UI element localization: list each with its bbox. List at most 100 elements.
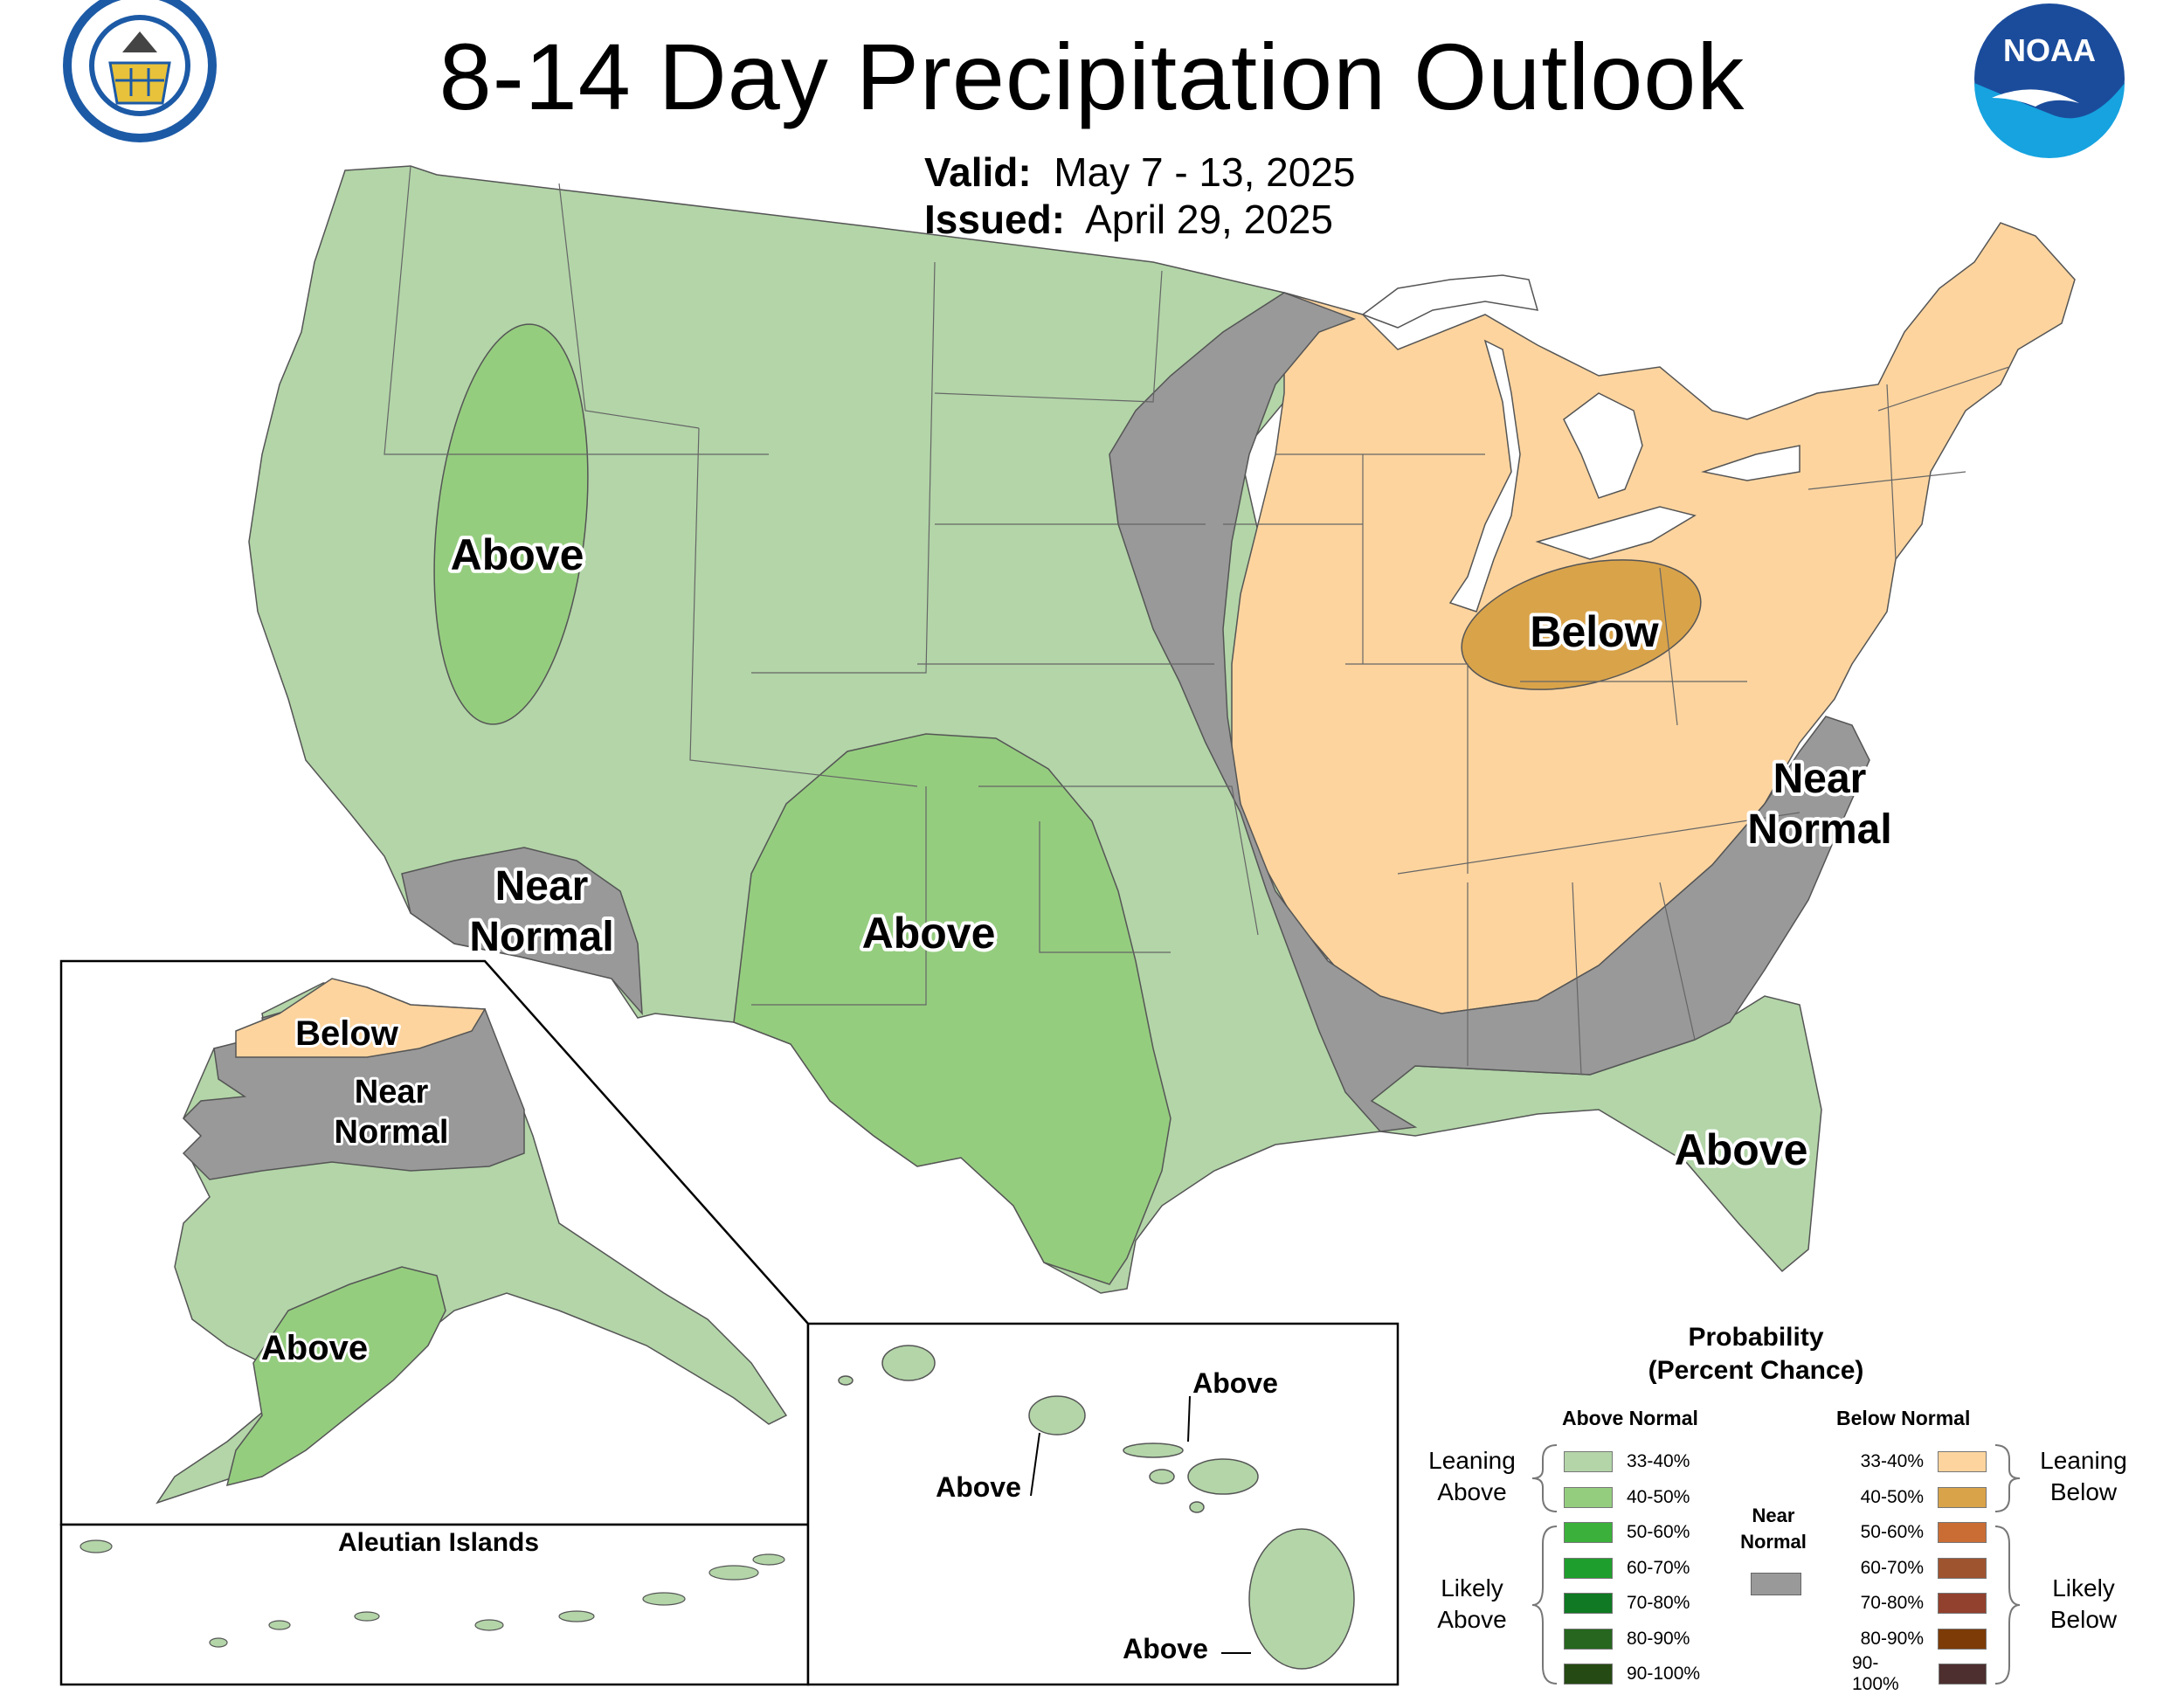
label-se-near: Near bbox=[1773, 756, 1867, 802]
legend-range: 40-50% bbox=[1627, 1486, 1690, 1507]
valid-value: May 7 - 13, 2025 bbox=[1054, 149, 1356, 195]
valid-label: Valid: bbox=[924, 149, 1032, 195]
label-hi-above-2: Above bbox=[1192, 1367, 1278, 1399]
legend-leaning-below-line2: Below bbox=[2049, 1478, 2118, 1505]
legend-likely-below-line2: Below bbox=[2049, 1606, 2118, 1633]
legend-above-braces bbox=[1531, 1444, 1558, 1685]
label-sw-normal: Normal bbox=[469, 914, 613, 960]
label-ak-normal: Normal bbox=[335, 1114, 449, 1151]
legend-range: 50-60% bbox=[1860, 1522, 1924, 1542]
legend-swatch bbox=[1938, 1664, 1987, 1685]
label-ak-below: Below bbox=[295, 1014, 399, 1053]
legend-title-line2: (Percent Chance) bbox=[1648, 1356, 1864, 1385]
legend-range: 40-50% bbox=[1860, 1486, 1924, 1507]
alaska-leaning-below-region bbox=[235, 978, 487, 1058]
legend-range: 60-70% bbox=[1627, 1557, 1690, 1578]
legend-leaning-above: Leaning Above bbox=[1415, 1445, 1529, 1508]
map-title: 8-14 Day Precipitation Outlook bbox=[439, 24, 1745, 129]
legend-below-row: 70-80% bbox=[1852, 1592, 1987, 1615]
legend-leaning-above-line1: Leaning bbox=[1428, 1447, 1516, 1474]
legend-likely-below: Likely Below bbox=[2027, 1573, 2140, 1636]
label-south-above: Above bbox=[862, 909, 996, 958]
legend-near-normal-line2: Normal bbox=[1740, 1531, 1807, 1553]
legend-range: 60-70% bbox=[1860, 1557, 1924, 1578]
legend-above-row: 50-60% bbox=[1564, 1521, 1690, 1544]
legend-range: 90-100% bbox=[1852, 1653, 1899, 1694]
legend-near-normal-line1: Near bbox=[1752, 1505, 1795, 1526]
aleutian-inset: Aleutian Islands bbox=[59, 1523, 810, 1686]
label-ak-above: Above bbox=[261, 1329, 368, 1367]
legend-above-row: 90-100% bbox=[1564, 1663, 1700, 1685]
legend-above-row: 33-40% bbox=[1564, 1450, 1690, 1473]
label-ak-near: Near bbox=[355, 1074, 429, 1110]
label-hi-above-3: Above bbox=[1123, 1633, 1208, 1664]
legend-range: 80-90% bbox=[1627, 1628, 1690, 1649]
aleutian-title: Aleutian Islands bbox=[338, 1528, 539, 1557]
noaa-logo-text: NOAA bbox=[2003, 32, 2096, 68]
legend-title-line1: Probability bbox=[1688, 1323, 1824, 1352]
legend-swatch bbox=[1564, 1628, 1613, 1650]
legend-above-row: 40-50% bbox=[1564, 1486, 1690, 1509]
legend-range: 33-40% bbox=[1860, 1451, 1924, 1471]
legend-below-braces bbox=[1994, 1444, 2021, 1685]
alaska-inset: Below Near Normal Above bbox=[59, 959, 810, 1526]
legend-likely-below-line1: Likely bbox=[2052, 1574, 2115, 1602]
legend-near-normal-swatch bbox=[1751, 1573, 1801, 1595]
legend-swatch bbox=[1938, 1557, 1987, 1579]
label-florida-above: Above bbox=[1675, 1125, 1808, 1174]
legend-swatch bbox=[1564, 1522, 1613, 1543]
label-hi-above-1: Above bbox=[936, 1471, 1021, 1503]
legend-swatch bbox=[1564, 1664, 1613, 1685]
legend-range: 50-60% bbox=[1627, 1522, 1690, 1542]
legend-likely-above: Likely Above bbox=[1415, 1573, 1529, 1636]
legend-swatch bbox=[1564, 1486, 1613, 1508]
legend-below-header: Below Normal bbox=[1836, 1407, 1971, 1429]
great-lakes bbox=[1361, 274, 1800, 612]
legend-below-row: 40-50% bbox=[1852, 1486, 1987, 1509]
legend-swatch bbox=[1564, 1451, 1613, 1472]
legend-leaning-above-line2: Above bbox=[1437, 1478, 1507, 1505]
legend-likely-above-line2: Above bbox=[1437, 1606, 1507, 1633]
south-above-region bbox=[733, 733, 1171, 1285]
legend-range: 70-80% bbox=[1860, 1593, 1924, 1613]
hawaii-inset: Above Above Above bbox=[806, 1322, 1400, 1686]
issued-value: April 29, 2025 bbox=[1085, 197, 1333, 242]
legend-swatch bbox=[1938, 1486, 1987, 1508]
issued-label: Issued: bbox=[924, 197, 1066, 242]
legend-swatch bbox=[1938, 1451, 1987, 1472]
alaska-above-region bbox=[225, 1266, 446, 1487]
legend-below-row: 33-40% bbox=[1852, 1450, 1987, 1473]
ohio-below-region bbox=[1461, 559, 1702, 690]
probability-legend: Probability (Percent Chance) Above Norma… bbox=[1415, 1321, 2149, 1694]
legend-likely-above-line1: Likely bbox=[1441, 1574, 1503, 1602]
legend-swatch bbox=[1564, 1557, 1613, 1579]
legend-below-row: 80-90% bbox=[1852, 1628, 1987, 1650]
label-sw-near: Near bbox=[495, 863, 589, 910]
label-ohio-below: Below bbox=[1530, 607, 1658, 656]
legend-leaning-below-line1: Leaning bbox=[2040, 1447, 2127, 1474]
legend-below-row: 60-70% bbox=[1852, 1557, 1987, 1580]
legend-above-header: Above Normal bbox=[1562, 1407, 1698, 1429]
legend-range: 33-40% bbox=[1627, 1451, 1690, 1471]
legend-near-normal: Near Normal bbox=[1730, 1503, 1817, 1555]
west-above-region bbox=[433, 323, 589, 725]
legend-above-row: 60-70% bbox=[1564, 1557, 1690, 1580]
legend-range: 90-100% bbox=[1627, 1664, 1701, 1684]
legend-below-row: 90-100% bbox=[1852, 1653, 1987, 1694]
legend-swatch bbox=[1938, 1522, 1987, 1543]
legend-above-row: 70-80% bbox=[1564, 1592, 1690, 1615]
label-west-above: Above bbox=[451, 530, 584, 579]
valid-dates: Valid: May 7 - 13, 2025 Issued: April 29… bbox=[924, 149, 1355, 243]
legend-above-row: 80-90% bbox=[1564, 1628, 1690, 1650]
state-boundaries bbox=[384, 165, 2010, 1076]
legend-swatch bbox=[1938, 1628, 1987, 1650]
legend-below-row: 50-60% bbox=[1852, 1521, 1987, 1544]
legend-title: Probability (Percent Chance) bbox=[1572, 1321, 1939, 1387]
department-of-commerce-seal bbox=[63, 0, 217, 142]
legend-swatch bbox=[1938, 1593, 1987, 1614]
label-se-normal: Normal bbox=[1747, 806, 1891, 853]
noaa-logo: NOAA bbox=[1974, 3, 2125, 158]
legend-range: 80-90% bbox=[1860, 1628, 1924, 1649]
legend-range: 70-80% bbox=[1627, 1593, 1690, 1613]
